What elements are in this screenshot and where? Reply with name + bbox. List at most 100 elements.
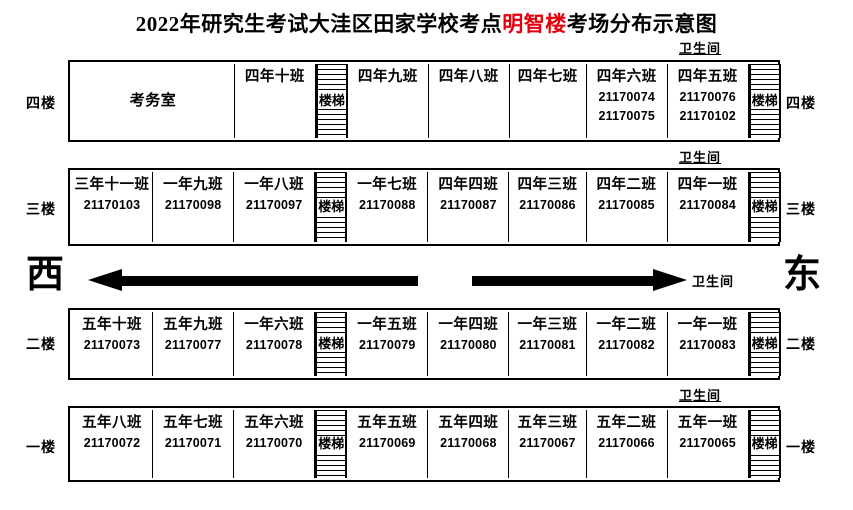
- classroom-cell[interactable]: 三年十一班 21170103: [72, 172, 154, 242]
- stairwell-label: 楼梯: [750, 435, 779, 453]
- classroom-cell[interactable]: 一年三班 21170081: [509, 312, 587, 376]
- classroom-cell[interactable]: 一年九班 21170098: [153, 172, 235, 242]
- exam-room-code: 21170088: [359, 197, 416, 212]
- classroom-name: 五年二班: [596, 415, 657, 431]
- classroom-name: 五年三班: [517, 415, 578, 431]
- stairwell[interactable]: 楼梯: [315, 312, 348, 376]
- exam-room-code: 21170102: [679, 108, 736, 123]
- classroom-name: 五年一班: [677, 415, 738, 431]
- classroom-cell[interactable]: 一年二班 21170082: [586, 312, 668, 376]
- classroom-name: 一年二班: [596, 317, 657, 333]
- compass-east-label: 东: [783, 254, 822, 296]
- floor-tag-left-floor-2: 二楼: [26, 338, 56, 353]
- classroom-cell[interactable]: 四年六班 21170074 21170075: [586, 64, 668, 138]
- stairwell[interactable]: 楼梯: [748, 64, 781, 138]
- classroom-cell[interactable]: 四年二班 21170085: [586, 172, 668, 242]
- exam-room-code: 21170078: [245, 337, 303, 352]
- exam-room-code: 21170087: [440, 197, 497, 212]
- exam-room-code: 21170067: [519, 435, 576, 450]
- classroom-cell[interactable]: 五年六班 21170070: [234, 410, 316, 478]
- title-suffix: 考场分布示意图: [566, 12, 718, 36]
- classroom-cell[interactable]: 一年四班 21170080: [428, 312, 510, 376]
- stairwell-label: 楼梯: [750, 92, 779, 110]
- classroom-cell[interactable]: 一年五班 21170079: [347, 312, 429, 376]
- classroom-cell[interactable]: 一年八班 21170097: [234, 172, 316, 242]
- exam-room-code: 21170072: [83, 435, 141, 450]
- classroom-name: 五年十班: [82, 317, 143, 333]
- classroom-name: 一年一班: [677, 317, 738, 333]
- exam-room-code: 21170074: [598, 89, 656, 104]
- classroom-name: 一年八班: [244, 177, 305, 193]
- stairwell[interactable]: 楼梯: [315, 172, 348, 242]
- classroom-cell[interactable]: 五年十班 21170073: [72, 312, 154, 376]
- classroom-name: 一年六班: [244, 317, 305, 333]
- stairwell[interactable]: 楼梯: [315, 64, 348, 138]
- classroom-cell[interactable]: 五年三班 21170067: [509, 410, 587, 478]
- exam-room-code: 21170073: [83, 337, 141, 352]
- exam-office-cell[interactable]: 考务室: [72, 64, 235, 138]
- classroom-name: 五年五班: [357, 415, 418, 431]
- classroom-cell[interactable]: 五年五班 21170069: [347, 410, 429, 478]
- restroom-label: 卫生间: [679, 388, 722, 403]
- exam-room-code: 21170070: [245, 435, 303, 450]
- classroom-name: 四年十班: [244, 69, 305, 85]
- classroom-cell[interactable]: 一年一班 21170083: [667, 312, 749, 376]
- floor-tag-right-floor-2: 二楼: [786, 338, 816, 353]
- classroom-cell[interactable]: 四年三班 21170086: [509, 172, 587, 242]
- classroom-name: 四年六班: [596, 69, 657, 85]
- classroom-cell[interactable]: 四年四班 21170087: [428, 172, 510, 242]
- floor-tag-left-floor-3: 三楼: [26, 203, 56, 218]
- floor-tag-left-floor-1: 一楼: [26, 441, 56, 456]
- stairwell[interactable]: 楼梯: [748, 410, 781, 478]
- classroom-name: 四年五班: [677, 69, 738, 85]
- classroom-cell[interactable]: 四年十班: [234, 64, 316, 138]
- corridor-floor-1: 五年八班 21170072 五年七班 21170071 五年六班 21170070 楼梯 五年…: [68, 406, 781, 482]
- classroom-cell[interactable]: 四年九班: [347, 64, 429, 138]
- classroom-name: 五年八班: [82, 415, 143, 431]
- classroom-name: 五年九班: [163, 317, 224, 333]
- classroom-cell[interactable]: 五年二班 21170066: [586, 410, 668, 478]
- classroom-cell[interactable]: 五年一班 21170065: [667, 410, 749, 478]
- stairwell-label: 楼梯: [317, 335, 346, 353]
- classroom-cell[interactable]: 四年五班 21170076 21170102: [667, 64, 749, 138]
- exam-room-code: 21170082: [598, 337, 655, 352]
- arrow-east-icon: [472, 269, 687, 291]
- exam-room-code: 21170071: [164, 435, 222, 450]
- direction-band: 西 东 卫生间: [0, 254, 853, 304]
- exam-room-code: 21170098: [164, 197, 222, 212]
- classroom-cell[interactable]: 五年四班 21170068: [428, 410, 510, 478]
- corridor-floor-4: 考务室 四年十班 楼梯 四年九班 四年八班 四年七班 四年六班 21170074 2117007…: [68, 60, 781, 142]
- classroom-name: 考务室: [129, 92, 177, 109]
- exam-room-code: 21170066: [598, 435, 655, 450]
- corridor-cells: 三年十一班 21170103 一年九班 21170098 一年八班 21170097 楼梯一…: [72, 172, 781, 242]
- arrow-west: [88, 267, 418, 298]
- classroom-cell[interactable]: 五年九班 21170077: [153, 312, 235, 376]
- exam-room-code: 21170079: [359, 337, 416, 352]
- compass-west-label: 西: [26, 254, 65, 296]
- exam-room-code: 21170065: [679, 435, 736, 450]
- classroom-cell[interactable]: 一年七班 21170088: [347, 172, 429, 242]
- corridor-cells: 五年十班 21170073 五年九班 21170077 一年六班 21170078 楼梯 一年…: [72, 312, 781, 376]
- classroom-cell[interactable]: 一年六班 21170078: [234, 312, 316, 376]
- classroom-cell[interactable]: 五年七班 21170071: [153, 410, 235, 478]
- classroom-cell[interactable]: 四年一班 21170084: [667, 172, 749, 242]
- classroom-cell[interactable]: 四年八班: [428, 64, 510, 138]
- stairwell[interactable]: 楼梯: [748, 172, 781, 242]
- exam-room-code: 21170080: [440, 337, 497, 352]
- classroom-cell[interactable]: 五年八班 21170072: [72, 410, 154, 478]
- stairwell-label: 楼梯: [750, 198, 779, 216]
- stairwell[interactable]: 楼梯: [315, 410, 348, 478]
- exam-room-code: 21170084: [679, 197, 736, 212]
- exam-room-code: 21170081: [519, 337, 576, 352]
- classroom-cell[interactable]: 四年七班: [509, 64, 587, 138]
- title-prefix: 2022年研究生考试大洼区田家学校考点: [135, 12, 503, 36]
- stairwell-label: 楼梯: [317, 198, 346, 216]
- floor-tag-left-floor-4: 四楼: [26, 97, 56, 112]
- classroom-name: 四年八班: [438, 69, 499, 85]
- arrow-west-icon: [88, 269, 418, 291]
- corridor-floor-2: 五年十班 21170073 五年九班 21170077 一年六班 21170078 楼梯 一年…: [68, 308, 781, 380]
- arrow-east: [472, 267, 687, 298]
- page-title: 2022年研究生考试大洼区田家学校考点明智楼考场分布示意图: [0, 8, 853, 38]
- exam-room-code: 21170085: [598, 197, 655, 212]
- stairwell[interactable]: 楼梯: [748, 312, 781, 376]
